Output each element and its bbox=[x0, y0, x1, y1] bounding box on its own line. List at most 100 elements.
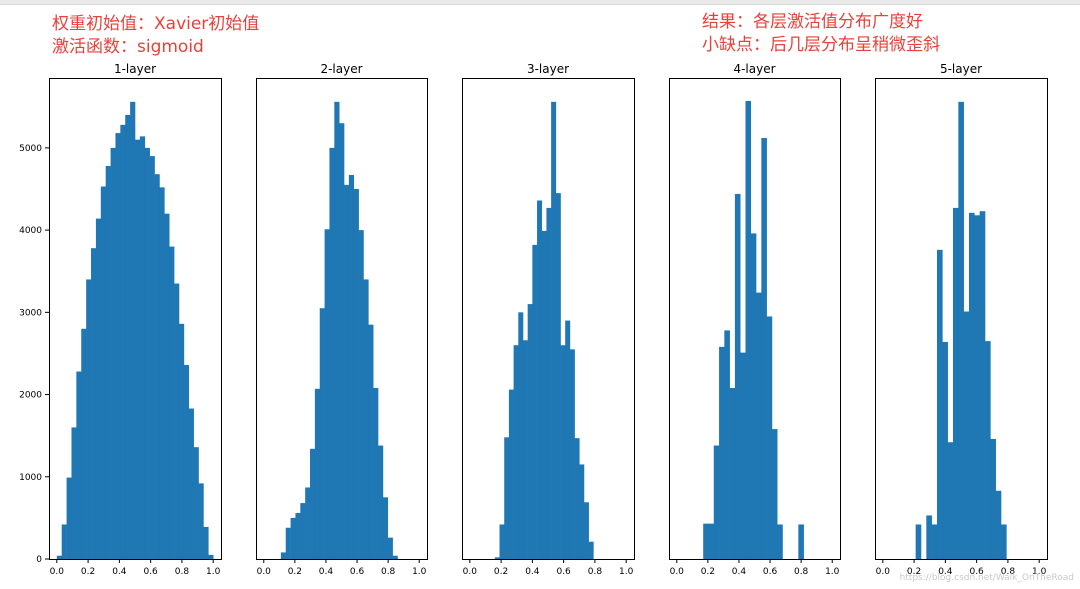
histogram-bar-layer1 bbox=[198, 483, 204, 559]
histogram-bar-layer2 bbox=[358, 230, 364, 560]
histogram-bar-layer3 bbox=[504, 437, 510, 559]
y-tick-label-layer1: 5000 bbox=[19, 144, 42, 154]
y-tick-label-layer1: 1000 bbox=[19, 473, 42, 483]
histogram-bar-layer2 bbox=[353, 189, 359, 559]
annotation-left-line-2: 激活函数：sigmoid bbox=[52, 37, 204, 57]
histogram-bar-layer1 bbox=[193, 447, 199, 559]
histogram-bar-layer1 bbox=[66, 477, 72, 559]
x-tick-label-layer5: 0.6 bbox=[969, 567, 984, 577]
annotation-left: 权重初始值：Xavier初始值 激活函数：sigmoid bbox=[52, 13, 259, 59]
histogram-bar-layer1 bbox=[169, 246, 175, 559]
histogram-bar-layer2 bbox=[378, 445, 384, 559]
histogram-bar-layer5 bbox=[979, 211, 986, 559]
histogram-bar-layer1 bbox=[120, 124, 126, 560]
y-tick-label-layer1: 4000 bbox=[19, 226, 42, 236]
histogram-bar-layer1 bbox=[149, 156, 155, 560]
histogram-bar-layer2 bbox=[295, 512, 301, 559]
histogram-bar-layer1 bbox=[81, 328, 87, 559]
histogram-bar-layer4 bbox=[724, 330, 730, 559]
histogram-bar-layer5 bbox=[995, 490, 1002, 559]
x-tick-label-layer2: 0.4 bbox=[319, 567, 334, 577]
histogram-bar-layer1 bbox=[95, 218, 102, 559]
histogram-bar-layer1 bbox=[203, 526, 209, 559]
histogram-bar-layer3 bbox=[555, 193, 561, 560]
histogram-bar-layer3 bbox=[527, 304, 533, 559]
histogram-bar-layer5 bbox=[942, 341, 948, 559]
histogram-bar-layer1 bbox=[110, 147, 116, 559]
histogram-bar-layer1 bbox=[183, 364, 190, 559]
histogram-bar-layer4 bbox=[703, 523, 709, 559]
histogram-bar-layer5 bbox=[947, 442, 954, 559]
x-tick-label-layer3: 0.4 bbox=[525, 567, 540, 577]
x-tick-label-layer2: 0.0 bbox=[257, 567, 272, 577]
histogram-bar-layer5 bbox=[990, 438, 996, 559]
axes-frame-layer1 bbox=[49, 78, 222, 560]
annotation-right-line-2: 小缺点：后几层分布呈稍微歪斜 bbox=[702, 35, 940, 55]
y-tick-label-layer1: 0 bbox=[36, 555, 42, 565]
histogram-bar-layer3 bbox=[499, 524, 505, 559]
histogram-bar-layer2 bbox=[314, 388, 321, 559]
histogram-bar-layer2 bbox=[339, 123, 345, 559]
x-tick-label-layer4: 1.0 bbox=[825, 567, 840, 577]
window-top-border bbox=[0, 0, 1080, 5]
histogram-bar-layer1 bbox=[188, 408, 194, 559]
histogram-bar-layer2 bbox=[329, 147, 335, 559]
histogram-bar-layer4 bbox=[777, 524, 783, 559]
histogram-bar-layer3 bbox=[565, 320, 571, 559]
histogram-bar-layer1 bbox=[174, 283, 180, 559]
x-tick-label-layer1: 0.8 bbox=[175, 567, 190, 577]
x-tick-label-layer1: 0.0 bbox=[50, 567, 65, 577]
x-tick-label-layer1: 0.2 bbox=[81, 567, 95, 577]
histogram-bar-layer2 bbox=[280, 552, 287, 559]
histogram-bar-layer4 bbox=[713, 445, 720, 559]
histogram-bar-layer3 bbox=[583, 502, 589, 559]
histogram-bar-layer2 bbox=[285, 527, 291, 559]
histogram-bar-layer2 bbox=[392, 555, 398, 559]
x-tick-label-layer5: 1.0 bbox=[1032, 567, 1047, 577]
histogram-bar-layer1 bbox=[61, 524, 67, 559]
x-tick-label-layer1: 0.6 bbox=[143, 567, 158, 577]
histogram-bar-layer3 bbox=[522, 340, 528, 559]
annotation-right-line-1: 结果：各层激活值分布广度好 bbox=[702, 12, 923, 32]
histogram-bar-layer1 bbox=[178, 323, 185, 559]
histogram-bar-layer3 bbox=[588, 541, 594, 559]
histogram-bar-layer3 bbox=[518, 312, 524, 559]
histogram-bar-layer3 bbox=[551, 101, 557, 559]
histogram-bar-layer3 bbox=[574, 438, 580, 559]
panel-title-layer1: 1-layer bbox=[114, 62, 156, 76]
y-tick-label-layer1: 2000 bbox=[19, 391, 42, 401]
x-tick-label-layer3: 0.2 bbox=[494, 567, 508, 577]
histogram-bar-layer3 bbox=[508, 389, 514, 559]
histogram-bar-layer5 bbox=[985, 341, 991, 559]
histogram-bar-layer2 bbox=[305, 487, 311, 559]
histogram-bar-layer1 bbox=[139, 136, 146, 559]
histogram-bar-layer1 bbox=[130, 101, 136, 559]
x-tick-label-layer4: 0.0 bbox=[670, 567, 685, 577]
x-tick-label-layer2: 0.2 bbox=[288, 567, 302, 577]
histogram-bar-layer5 bbox=[1001, 524, 1007, 559]
x-tick-label-layer4: 0.2 bbox=[701, 567, 715, 577]
histogram-bar-layer2 bbox=[300, 503, 306, 559]
histogram-bar-layer4 bbox=[740, 352, 746, 559]
histogram-bar-layer1 bbox=[208, 554, 214, 559]
histogram-bar-layer1 bbox=[135, 139, 141, 560]
histogram-bar-layer5 bbox=[915, 524, 922, 559]
y-tick-label-layer1: 3000 bbox=[19, 308, 42, 318]
histogram-bar-layer2 bbox=[310, 448, 316, 559]
x-tick-label-layer5: 0.8 bbox=[1001, 567, 1016, 577]
histogram-bar-layer3 bbox=[569, 349, 575, 559]
histogram-bar-layer2 bbox=[373, 387, 379, 559]
histogram-bar-layer3 bbox=[537, 200, 543, 559]
histogram-bar-layer3 bbox=[579, 464, 585, 559]
x-tick-label-layer1: 0.4 bbox=[112, 567, 127, 577]
histogram-bar-layer3 bbox=[494, 557, 500, 559]
histogram-bar-layer1 bbox=[144, 147, 150, 559]
histogram-bar-layer5 bbox=[963, 311, 970, 559]
histogram-bar-layer1 bbox=[100, 186, 106, 559]
histogram-bar-layer4 bbox=[756, 292, 762, 559]
histogram-bar-layer4 bbox=[766, 316, 773, 559]
annotation-right: 结果：各层激活值分布广度好 小缺点：后几层分布呈稍微歪斜 bbox=[702, 11, 940, 57]
watermark: https://blog.csdn.net/Walk_OnTheRoad bbox=[899, 573, 1074, 583]
histogram-bar-layer1 bbox=[164, 213, 170, 560]
x-tick-label-layer2: 0.8 bbox=[381, 567, 396, 577]
